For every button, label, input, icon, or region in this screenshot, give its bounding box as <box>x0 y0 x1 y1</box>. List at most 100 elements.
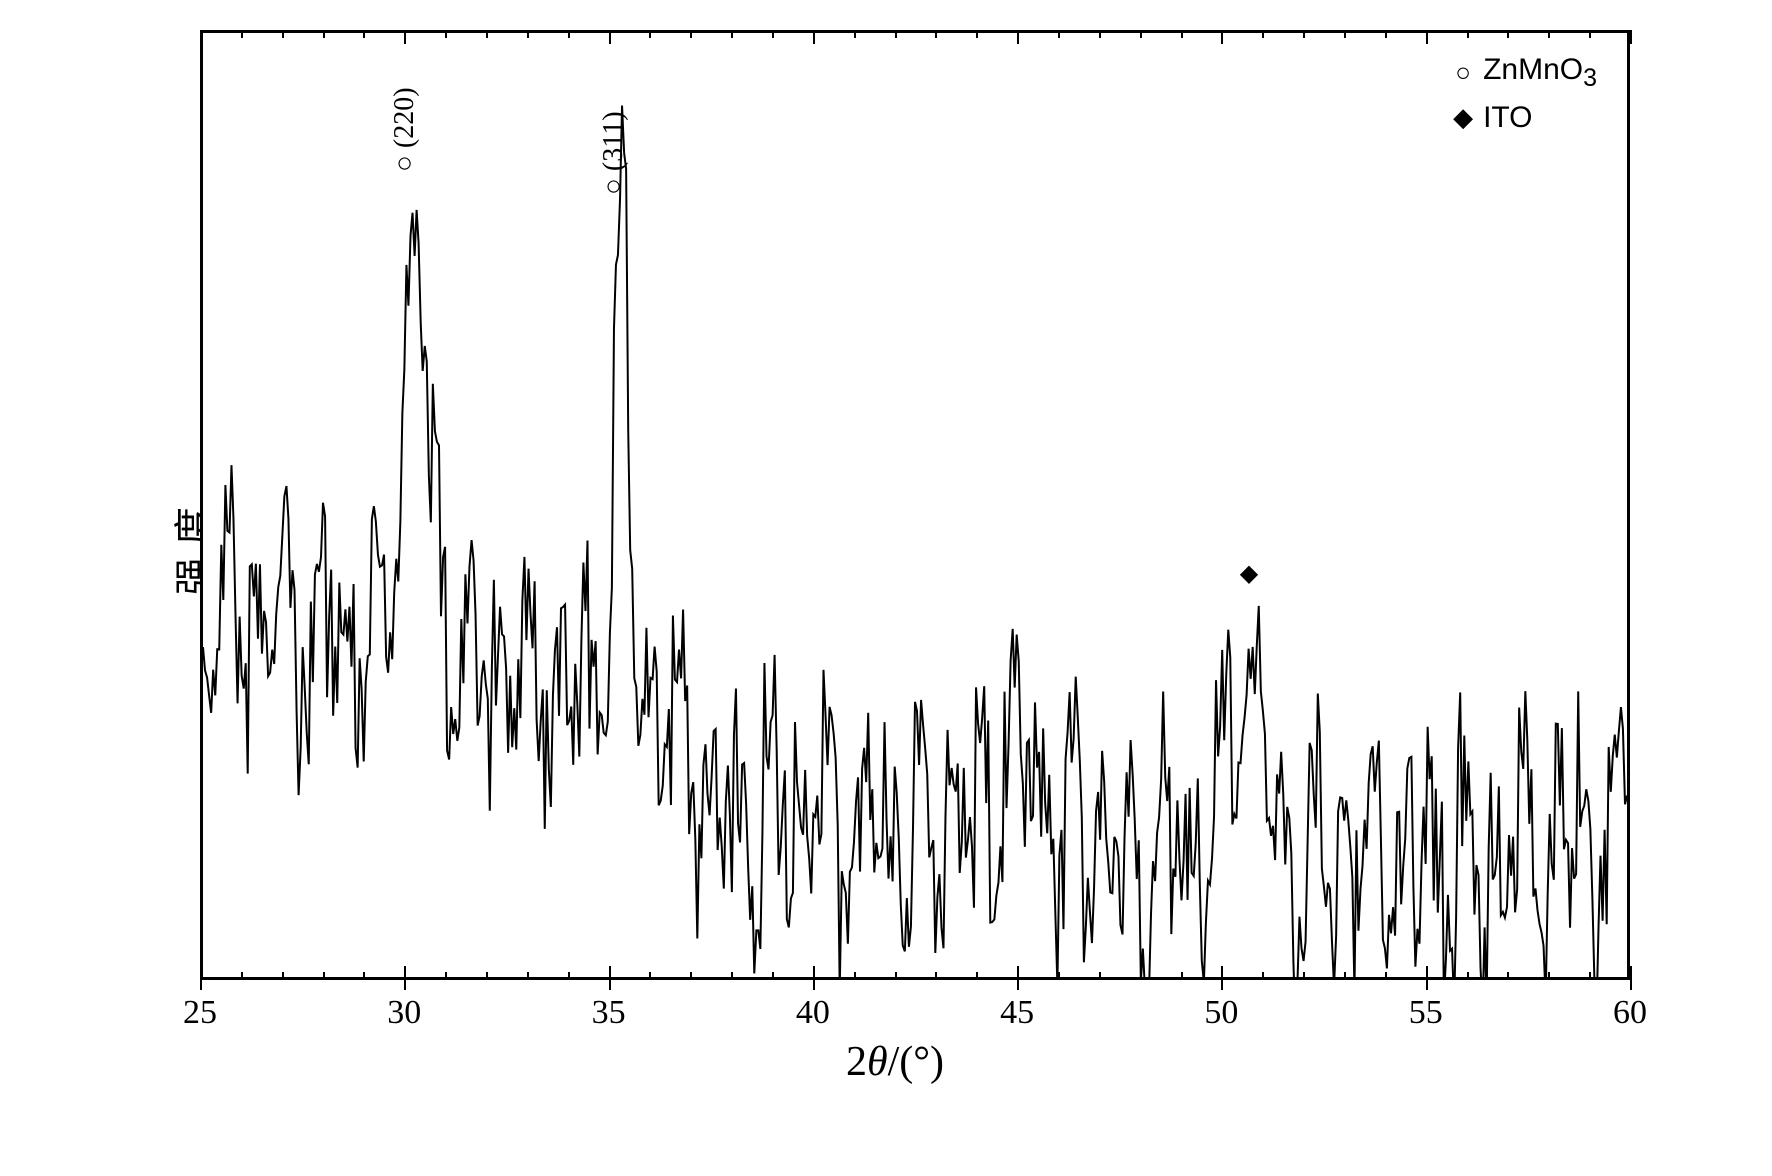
tick-mark <box>976 30 978 38</box>
tick-mark <box>1140 30 1142 38</box>
tick-mark <box>1303 30 1305 38</box>
tick-mark <box>1058 972 1060 980</box>
x-tick-label: 55 <box>1409 994 1443 1032</box>
tick-mark <box>1507 30 1509 38</box>
peak-label: ○ (220) <box>389 88 421 173</box>
tick-mark <box>1017 966 1019 980</box>
x-axis-ticks: 2530354045505560 <box>200 980 1630 1020</box>
tick-mark <box>568 30 570 38</box>
tick-mark <box>1548 972 1550 980</box>
tick-mark <box>1099 30 1101 38</box>
tick-mark <box>731 972 733 980</box>
plot-area: ○ ZnMnO3 ◆ ITO ○ (220) ○ (311) ◆ <box>200 30 1630 980</box>
tick-mark <box>445 972 447 980</box>
tick-mark <box>813 966 815 980</box>
tick-mark <box>1221 966 1223 980</box>
legend-label-ito: ITO <box>1483 101 1532 135</box>
tick-mark <box>282 972 284 980</box>
tick-mark <box>1140 972 1142 980</box>
tick-mark <box>772 30 774 38</box>
tick-mark <box>690 972 692 980</box>
tick-mark <box>363 972 365 980</box>
tick-mark <box>1262 972 1264 980</box>
tick-mark <box>363 30 365 38</box>
tick-mark <box>731 30 733 38</box>
tick-mark <box>1426 30 1428 44</box>
tick-mark <box>895 30 897 38</box>
x-tick-label: 40 <box>796 994 830 1032</box>
tick-mark <box>895 972 897 980</box>
tick-mark <box>1221 30 1223 44</box>
tick-mark <box>527 972 529 980</box>
tick-mark <box>486 30 488 38</box>
tick-mark <box>1426 966 1428 980</box>
tick-mark <box>1344 972 1346 980</box>
x-tick <box>1426 980 1428 990</box>
spectrum-line <box>203 33 1627 977</box>
tick-mark <box>1507 972 1509 980</box>
tick-mark <box>1385 30 1387 38</box>
tick-mark <box>282 30 284 38</box>
tick-mark <box>1262 30 1264 38</box>
x-tick-label: 60 <box>1613 994 1647 1032</box>
legend-marker-circle-icon: ○ <box>1443 58 1483 88</box>
tick-mark <box>1467 30 1469 38</box>
x-tick <box>1221 980 1223 990</box>
x-tick-label: 35 <box>592 994 626 1032</box>
x-tick <box>404 980 406 990</box>
tick-mark <box>486 972 488 980</box>
tick-mark <box>323 972 325 980</box>
tick-mark <box>649 972 651 980</box>
tick-mark <box>976 972 978 980</box>
legend-label-znmno: ZnMnO3 <box>1483 53 1597 93</box>
tick-mark <box>649 30 651 38</box>
tick-mark <box>241 972 243 980</box>
tick-mark <box>1630 30 1632 44</box>
legend-row-znmno: ○ ZnMnO3 <box>1443 53 1597 93</box>
tick-mark <box>404 30 406 44</box>
tick-mark <box>935 30 937 38</box>
x-axis-label: 2θ/(°) <box>846 1038 944 1086</box>
tick-mark <box>609 30 611 44</box>
xrd-chart: 强度 ○ ZnMnO3 ◆ ITO ○ (220)○ (311)◆ 253035… <box>130 20 1660 1070</box>
tick-mark <box>935 972 937 980</box>
tick-mark <box>323 30 325 38</box>
x-tick <box>813 980 815 990</box>
tick-mark <box>200 30 202 44</box>
legend-marker-diamond-icon: ◆ <box>1443 103 1483 133</box>
tick-mark <box>854 972 856 980</box>
tick-mark <box>445 30 447 38</box>
x-tick <box>200 980 202 990</box>
tick-mark <box>1181 30 1183 38</box>
tick-mark <box>609 966 611 980</box>
tick-mark <box>404 966 406 980</box>
tick-mark <box>1589 30 1591 38</box>
tick-mark <box>690 30 692 38</box>
tick-mark <box>1017 30 1019 44</box>
tick-mark <box>1548 30 1550 38</box>
x-tick-label: 50 <box>1204 994 1238 1032</box>
tick-mark <box>1058 30 1060 38</box>
tick-mark <box>241 30 243 38</box>
tick-mark <box>1385 972 1387 980</box>
x-tick <box>1017 980 1019 990</box>
x-tick-label: 30 <box>387 994 421 1032</box>
tick-mark <box>1589 972 1591 980</box>
tick-mark <box>568 972 570 980</box>
x-tick-label: 25 <box>183 994 217 1032</box>
tick-mark <box>200 966 202 980</box>
peak-label: ○ (311) <box>598 112 630 196</box>
legend: ○ ZnMnO3 ◆ ITO <box>1443 53 1597 143</box>
tick-mark <box>527 30 529 38</box>
legend-row-ito: ◆ ITO <box>1443 101 1597 135</box>
ito-peak-marker-icon: ◆ <box>1240 559 1258 588</box>
x-tick <box>609 980 611 990</box>
tick-mark <box>1099 972 1101 980</box>
x-tick-label: 45 <box>1000 994 1034 1032</box>
tick-mark <box>854 30 856 38</box>
tick-mark <box>1467 972 1469 980</box>
tick-mark <box>1630 966 1632 980</box>
x-tick <box>1630 980 1632 990</box>
tick-mark <box>813 30 815 44</box>
tick-mark <box>1344 30 1346 38</box>
